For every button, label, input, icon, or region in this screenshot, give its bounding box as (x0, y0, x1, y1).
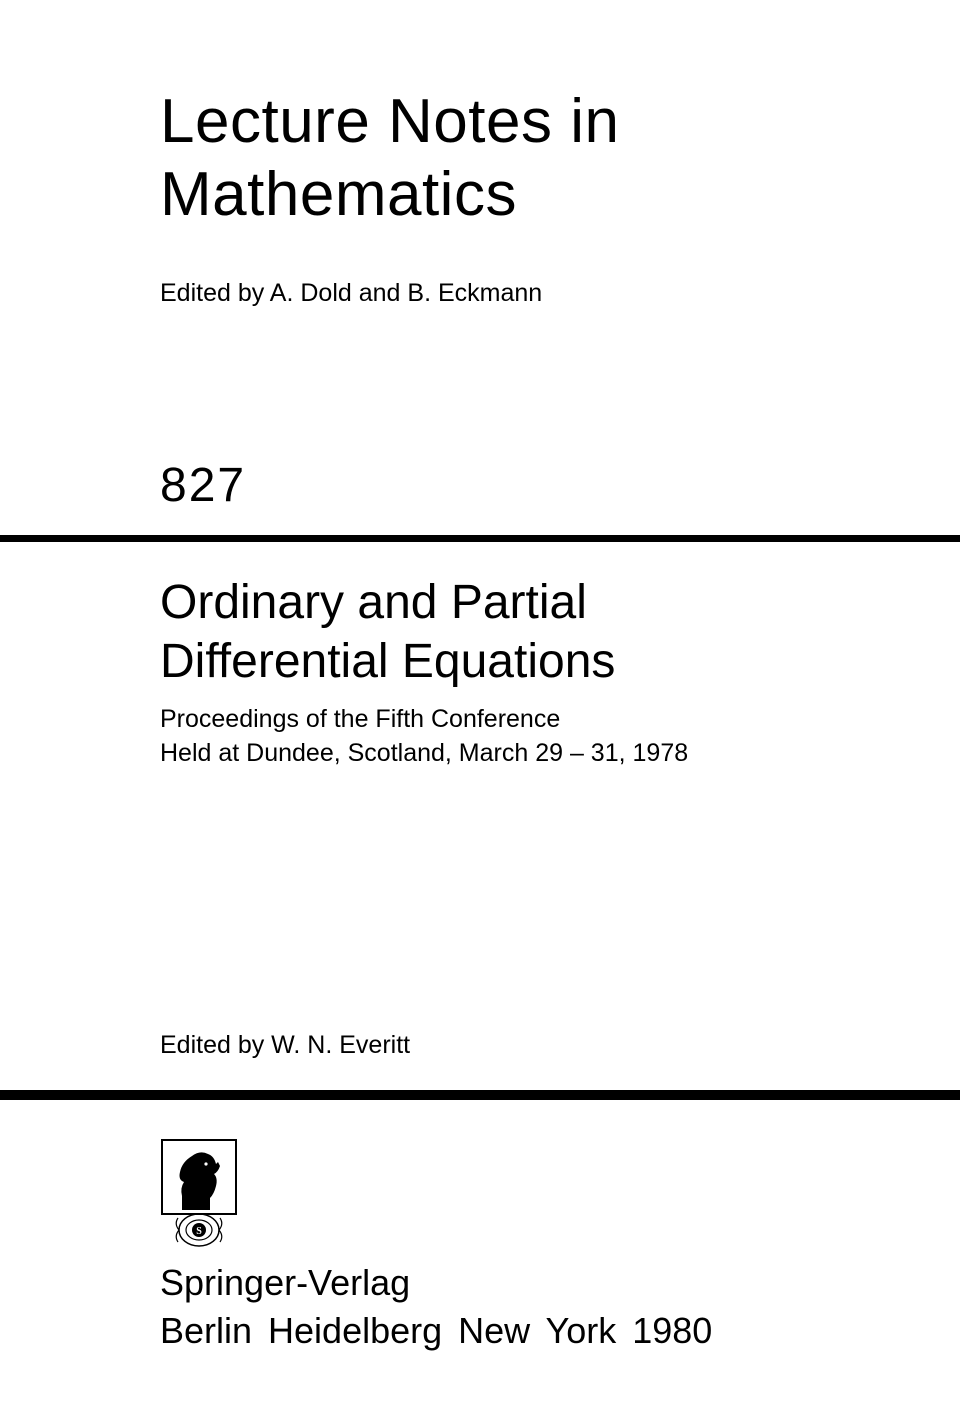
series-title: Lecture Notes in Mathematics (160, 0, 880, 231)
subtitle-line1: Proceedings of the Fifth Conference (160, 703, 880, 737)
subtitle-line2: Held at Dundee, Scotland, March 29 – 31,… (160, 737, 880, 771)
book-title-line2: Differential Equations (160, 633, 880, 692)
volume-number: 827 (160, 458, 880, 513)
publisher-name: Springer-Verlag (160, 1262, 880, 1304)
horizontal-rule-bottom (0, 1090, 960, 1100)
book-title-line1: Ordinary and Partial (160, 574, 880, 633)
svg-text:S: S (196, 1226, 202, 1237)
series-title-line2: Mathematics (160, 158, 880, 231)
volume-editor: Edited by W. N. Everitt (160, 1031, 880, 1060)
series-title-line1: Lecture Notes in (160, 85, 880, 158)
springer-logo-icon: S (160, 1138, 238, 1248)
book-subtitle: Proceedings of the Fifth Conference Held… (160, 703, 880, 771)
publisher-places-year: Berlin Heidelberg New York 1980 (160, 1310, 880, 1352)
horizontal-rule-top (0, 535, 960, 542)
book-title: Ordinary and Partial Differential Equati… (160, 574, 880, 691)
series-editors: Edited by A. Dold and B. Eckmann (160, 279, 880, 308)
